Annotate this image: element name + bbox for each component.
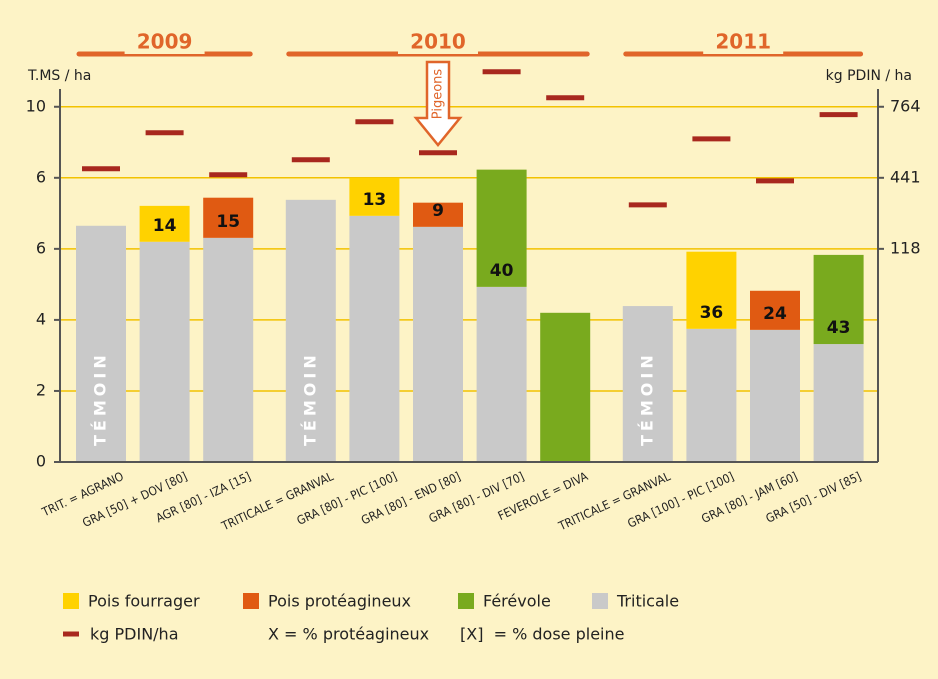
y2-tick-label: 441 [890,167,921,186]
legend-swatch [243,593,259,609]
group-label: 2010 [410,30,466,54]
bar-segment [476,286,527,462]
y-tick-label: 0 [36,452,46,471]
legend-swatch [458,593,474,609]
bar-segment [349,177,400,216]
bar-segment [203,237,254,462]
bar-label: 14 [153,216,177,236]
legend-label: Triticale [616,592,679,611]
annotation-text: Pigeons [431,69,446,120]
y-tick-label: 6 [36,238,46,257]
bar-segment [813,344,864,462]
y2-axis-title: kg PDIN / ha [826,68,912,84]
bar-segment [76,225,126,462]
bar-segment [203,197,254,238]
bar-label: 13 [363,190,387,210]
bar-segment [413,202,463,227]
group-label: 2009 [137,30,193,54]
bar-segment [750,329,800,462]
annotation-arrow [413,60,463,147]
note: [X] = % dose pleine [460,625,624,644]
y-tick-label: 2 [36,380,46,399]
bar-label: 40 [490,261,514,281]
bar-label: 43 [827,318,851,338]
legend-label: Pois protéagineux [268,592,411,611]
legend-label: Pois fourrager [88,592,200,611]
legend-label: Férévole [483,592,551,611]
y-tick-label: 6 [36,167,46,186]
legend-label: kg PDIN/ha [90,625,179,644]
bar-segment [813,254,864,345]
y-tick-label: 4 [36,309,46,328]
bar-segment [686,251,737,329]
group-label-bg [124,30,205,54]
bar-segment [349,215,400,462]
y-axis-title: T.MS / ha [27,68,91,84]
bar-segment [476,169,527,287]
bar-label: 15 [216,212,240,232]
y2-tick-label: 764 [890,96,921,115]
legend-swatch [63,593,79,609]
bar-segment [622,306,673,462]
bar-label: 9 [432,201,444,221]
bar-segment [540,312,591,462]
bar-label: 24 [763,304,787,324]
group-label-bg [703,30,784,54]
bar-segment [139,241,190,462]
group-label: 2011 [715,30,771,54]
bar-segment [686,328,737,462]
bar-segment [285,199,336,462]
bar-segment [139,205,190,242]
base-label: TÉMOIN [300,351,319,446]
bar-label: 36 [700,303,724,323]
base-label: TÉMOIN [637,351,656,446]
note: X = % protéagineux [268,625,429,644]
y-tick-label: 10 [26,96,46,115]
bar-segment [750,290,800,330]
bar-segment [413,226,463,462]
legend-swatch [592,593,608,609]
group-label-bg [398,30,478,54]
base-label: TÉMOIN [91,351,110,446]
y2-tick-label: 118 [890,238,921,257]
